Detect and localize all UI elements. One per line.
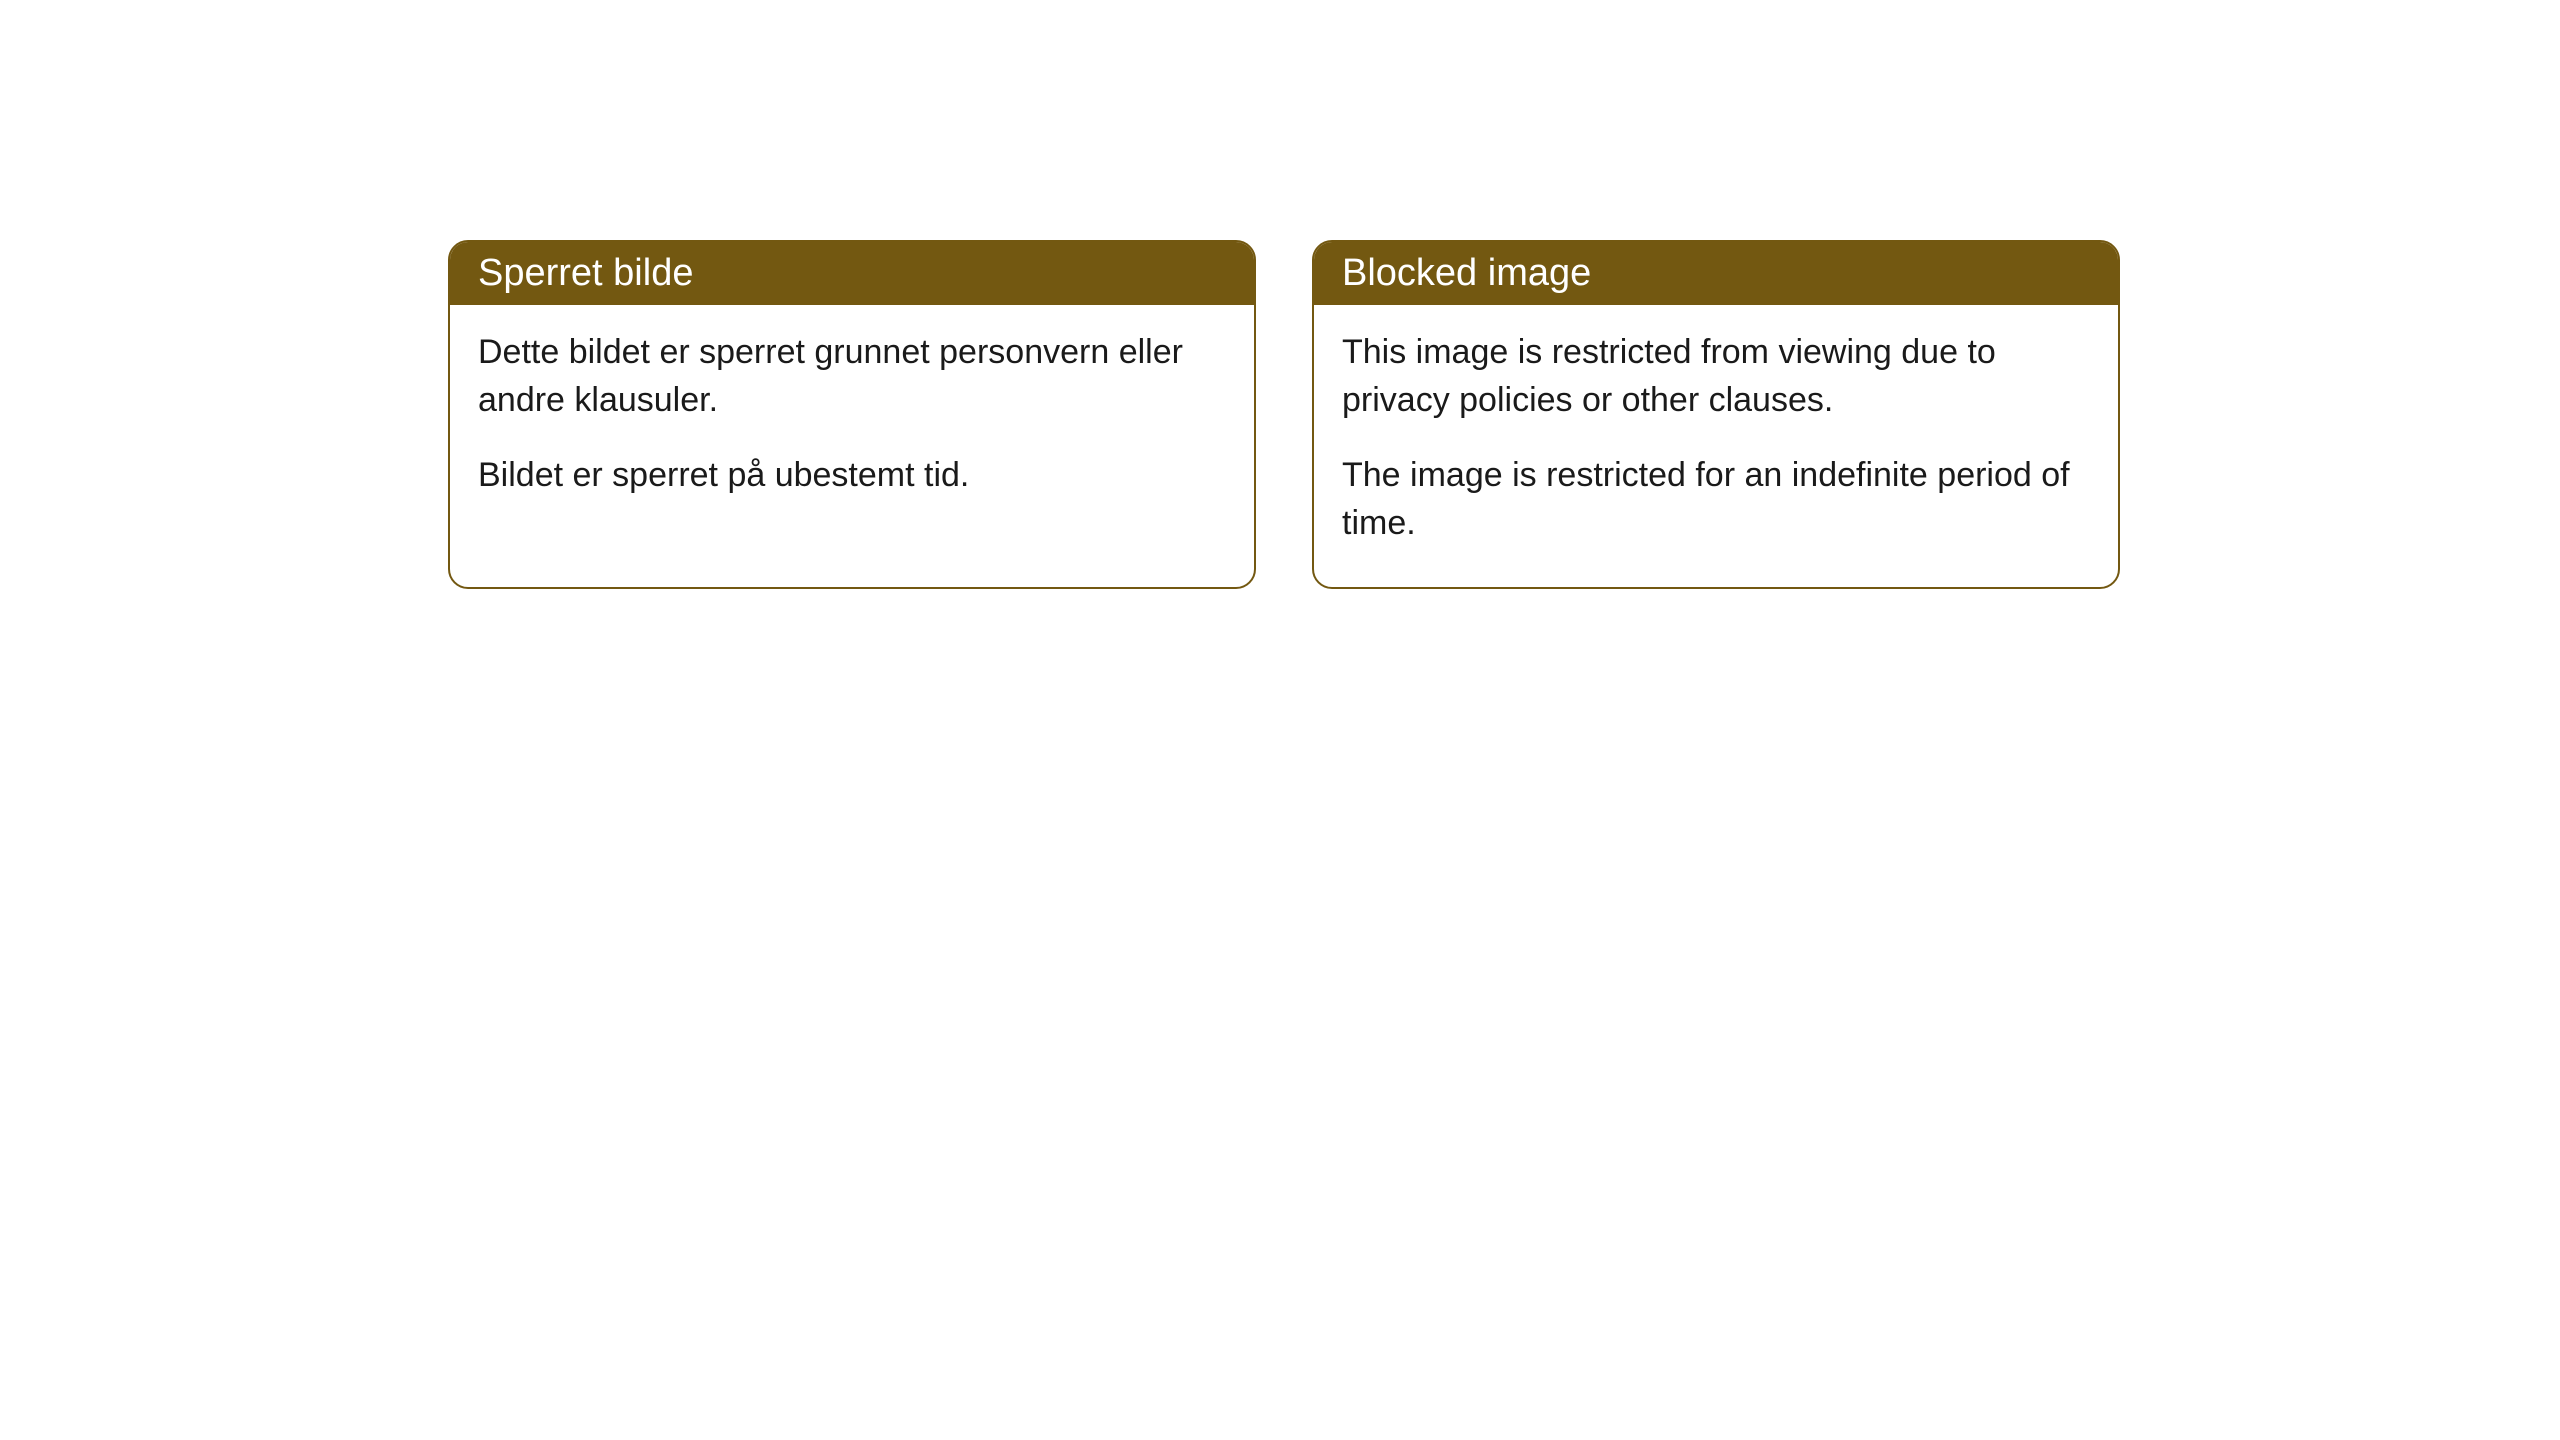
notice-paragraph: Bildet er sperret på ubestemt tid. bbox=[478, 452, 1226, 500]
card-header-english: Blocked image bbox=[1314, 242, 2118, 305]
card-header-norwegian: Sperret bilde bbox=[450, 242, 1254, 305]
card-body-norwegian: Dette bildet er sperret grunnet personve… bbox=[450, 305, 1254, 540]
notice-card-english: Blocked image This image is restricted f… bbox=[1312, 240, 2120, 589]
card-body-english: This image is restricted from viewing du… bbox=[1314, 305, 2118, 587]
notice-paragraph: Dette bildet er sperret grunnet personve… bbox=[478, 329, 1226, 424]
notice-paragraph: This image is restricted from viewing du… bbox=[1342, 329, 2090, 424]
notice-card-norwegian: Sperret bilde Dette bildet er sperret gr… bbox=[448, 240, 1256, 589]
notice-paragraph: The image is restricted for an indefinit… bbox=[1342, 452, 2090, 547]
card-title: Sperret bilde bbox=[478, 252, 693, 294]
notice-cards-container: Sperret bilde Dette bildet er sperret gr… bbox=[448, 240, 2120, 589]
card-title: Blocked image bbox=[1342, 252, 1591, 294]
